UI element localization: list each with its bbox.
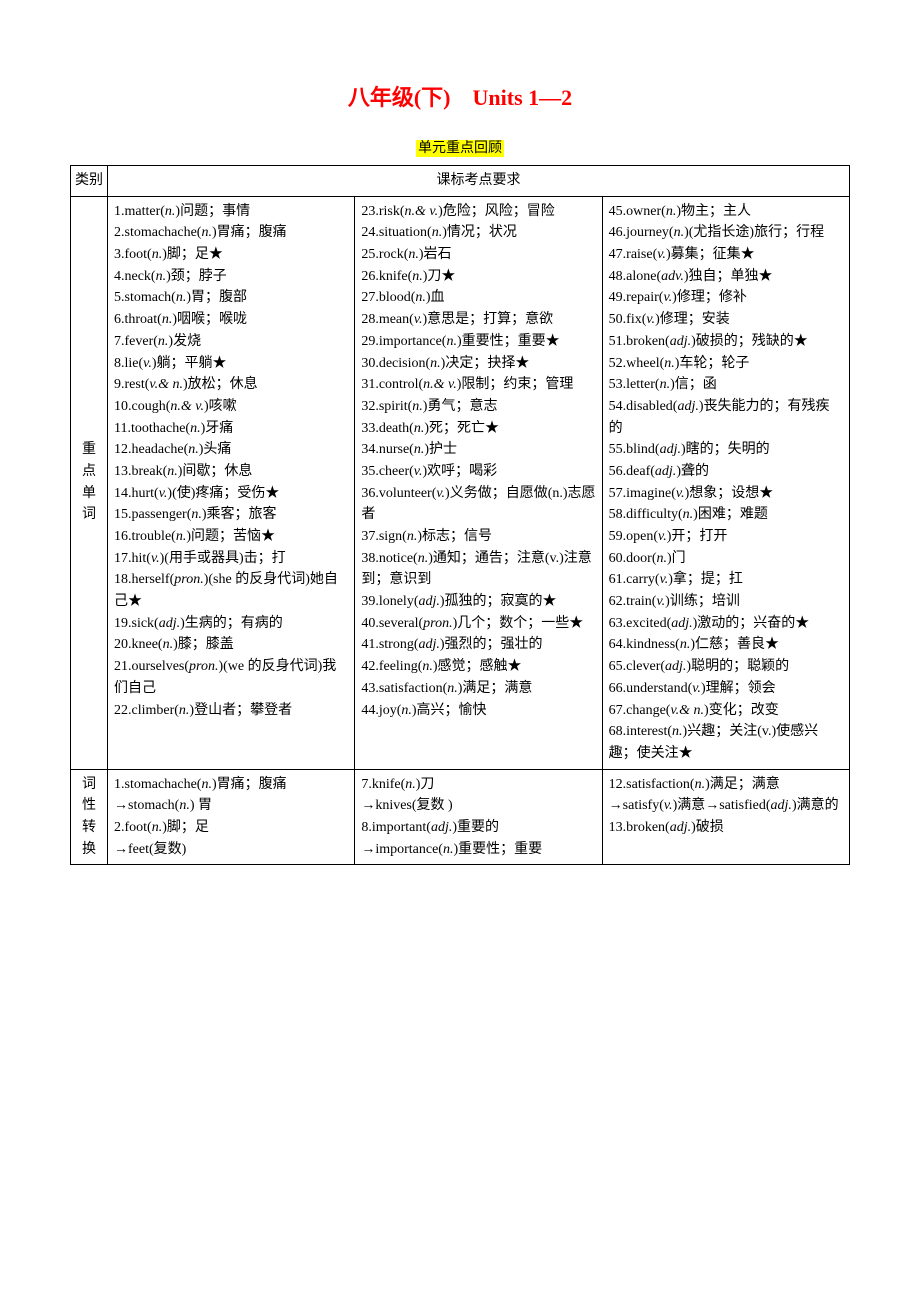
vocab-cell: 1.matter(n.)问题；事情2.stomachache(n.)胃痛；腹痛3… bbox=[108, 196, 355, 769]
page-title: 八年级(下) Units 1—2 bbox=[70, 80, 850, 112]
subtitle: 单元重点回顾 bbox=[416, 140, 504, 157]
vocab-table: 类别 课标考点要求 重点单词 1.matter(n.)问题；事情2.stomac… bbox=[70, 165, 850, 865]
header-requirement: 课标考点要求 bbox=[108, 166, 850, 197]
cat-char: 词 bbox=[73, 504, 105, 526]
cat-char: 换 bbox=[73, 839, 105, 861]
cat-char: 词 bbox=[73, 774, 105, 796]
subtitle-wrap: 单元重点回顾 bbox=[70, 137, 850, 157]
table-row: 重点单词 1.matter(n.)问题；事情2.stomachache(n.)胃… bbox=[71, 196, 850, 769]
vocab-cell: 23.risk(n.& v.)危险；风险；冒险24.situation(n.)情… bbox=[355, 196, 602, 769]
cat-char: 单 bbox=[73, 483, 105, 505]
vocab-cell: 1.stomachache(n.)胃痛；腹痛→stomach(n.) 胃2.fo… bbox=[108, 769, 355, 865]
cat-char: 重 bbox=[73, 439, 105, 461]
row-category: 词性转换 bbox=[71, 769, 108, 865]
vocab-cell: 12.satisfaction(n.)满足；满意→satisfy(v.)满意→s… bbox=[602, 769, 849, 865]
header-category: 类别 bbox=[71, 166, 108, 197]
cat-char: 性 bbox=[73, 795, 105, 817]
vocab-cell: 7.knife(n.)刀→knives(复数 )8.important(adj.… bbox=[355, 769, 602, 865]
table-header-row: 类别 课标考点要求 bbox=[71, 166, 850, 197]
row-category: 重点单词 bbox=[71, 196, 108, 769]
cat-char: 转 bbox=[73, 817, 105, 839]
table-row: 词性转换 1.stomachache(n.)胃痛；腹痛→stomach(n.) … bbox=[71, 769, 850, 865]
vocab-cell: 45.owner(n.)物主；主人46.journey(n.)(尤指长途)旅行；… bbox=[602, 196, 849, 769]
cat-char: 点 bbox=[73, 461, 105, 483]
